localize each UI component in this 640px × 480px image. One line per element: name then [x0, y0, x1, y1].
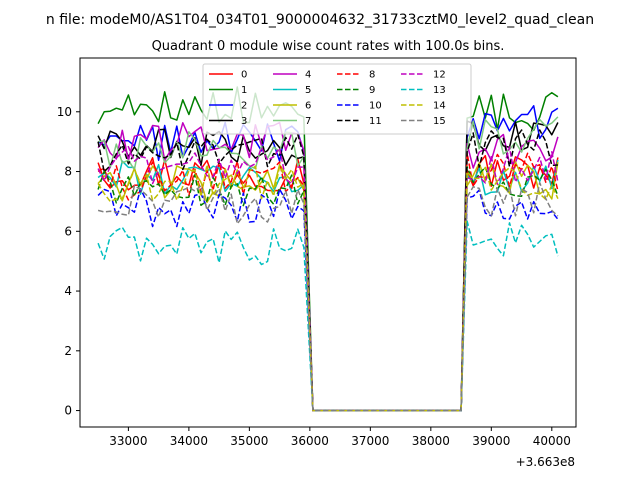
series-line-13: [97, 220, 559, 412]
y-tick-label: 6: [64, 224, 72, 238]
series-line-5: [97, 159, 559, 412]
legend-label-10: 10: [369, 101, 382, 112]
legend-label-14: 14: [433, 101, 446, 112]
x-tick-label: 34000: [170, 434, 208, 448]
series-line-15: [97, 181, 559, 412]
y-tick-label: 2: [64, 344, 72, 358]
legend-label-2: 2: [241, 101, 247, 112]
series-line-6: [97, 161, 559, 412]
legend-label-7: 7: [305, 116, 311, 127]
legend-label-12: 12: [433, 70, 446, 81]
series-line-11: [97, 129, 558, 412]
figure-suptitle: n file: modeM0/AS1T04_034T01_9000004632_…: [46, 12, 594, 28]
series-line-12: [97, 145, 559, 412]
x-tick-label: 36000: [291, 434, 329, 448]
y-tick-label: 10: [57, 105, 72, 119]
x-tick-label: 40000: [533, 434, 571, 448]
legend-label-9: 9: [369, 85, 375, 96]
legend-label-6: 6: [305, 101, 311, 112]
series-line-2: [97, 105, 559, 412]
x-offset-label: +3.663e8: [516, 455, 575, 469]
x-tick-label: 39000: [472, 434, 510, 448]
x-tick-label: 33000: [109, 434, 147, 448]
series-line-7: [97, 116, 559, 412]
legend-label-11: 11: [369, 116, 382, 127]
series-line-9: [97, 166, 559, 412]
y-tick-label: 8: [64, 165, 72, 179]
legend-label-15: 15: [433, 116, 446, 127]
series-line-14: [97, 163, 559, 412]
y-tick-label: 0: [64, 404, 72, 418]
legend-label-3: 3: [241, 116, 247, 127]
legend-label-1: 1: [241, 85, 247, 96]
chart-title: Quadrant 0 module wise count rates with …: [152, 39, 505, 54]
legend-label-13: 13: [433, 85, 446, 96]
y-tick-label: 4: [64, 284, 72, 298]
legend-box: [202, 63, 472, 135]
x-tick-label: 35000: [230, 434, 268, 448]
x-tick-label: 37000: [351, 434, 389, 448]
series-line-4: [97, 121, 559, 412]
axes: 33000 34000 35000 36000 37000 38000 39000 40000…: [57, 57, 577, 448]
legend-label-4: 4: [305, 70, 311, 81]
plot-frame: [79, 57, 577, 428]
legend-label-5: 5: [305, 85, 311, 96]
legend-label-0: 0: [241, 70, 247, 81]
legend-label-8: 8: [369, 70, 375, 81]
series-layer: [97, 86, 559, 412]
series-line-10: [97, 188, 559, 412]
x-tick-label: 38000: [412, 434, 450, 448]
